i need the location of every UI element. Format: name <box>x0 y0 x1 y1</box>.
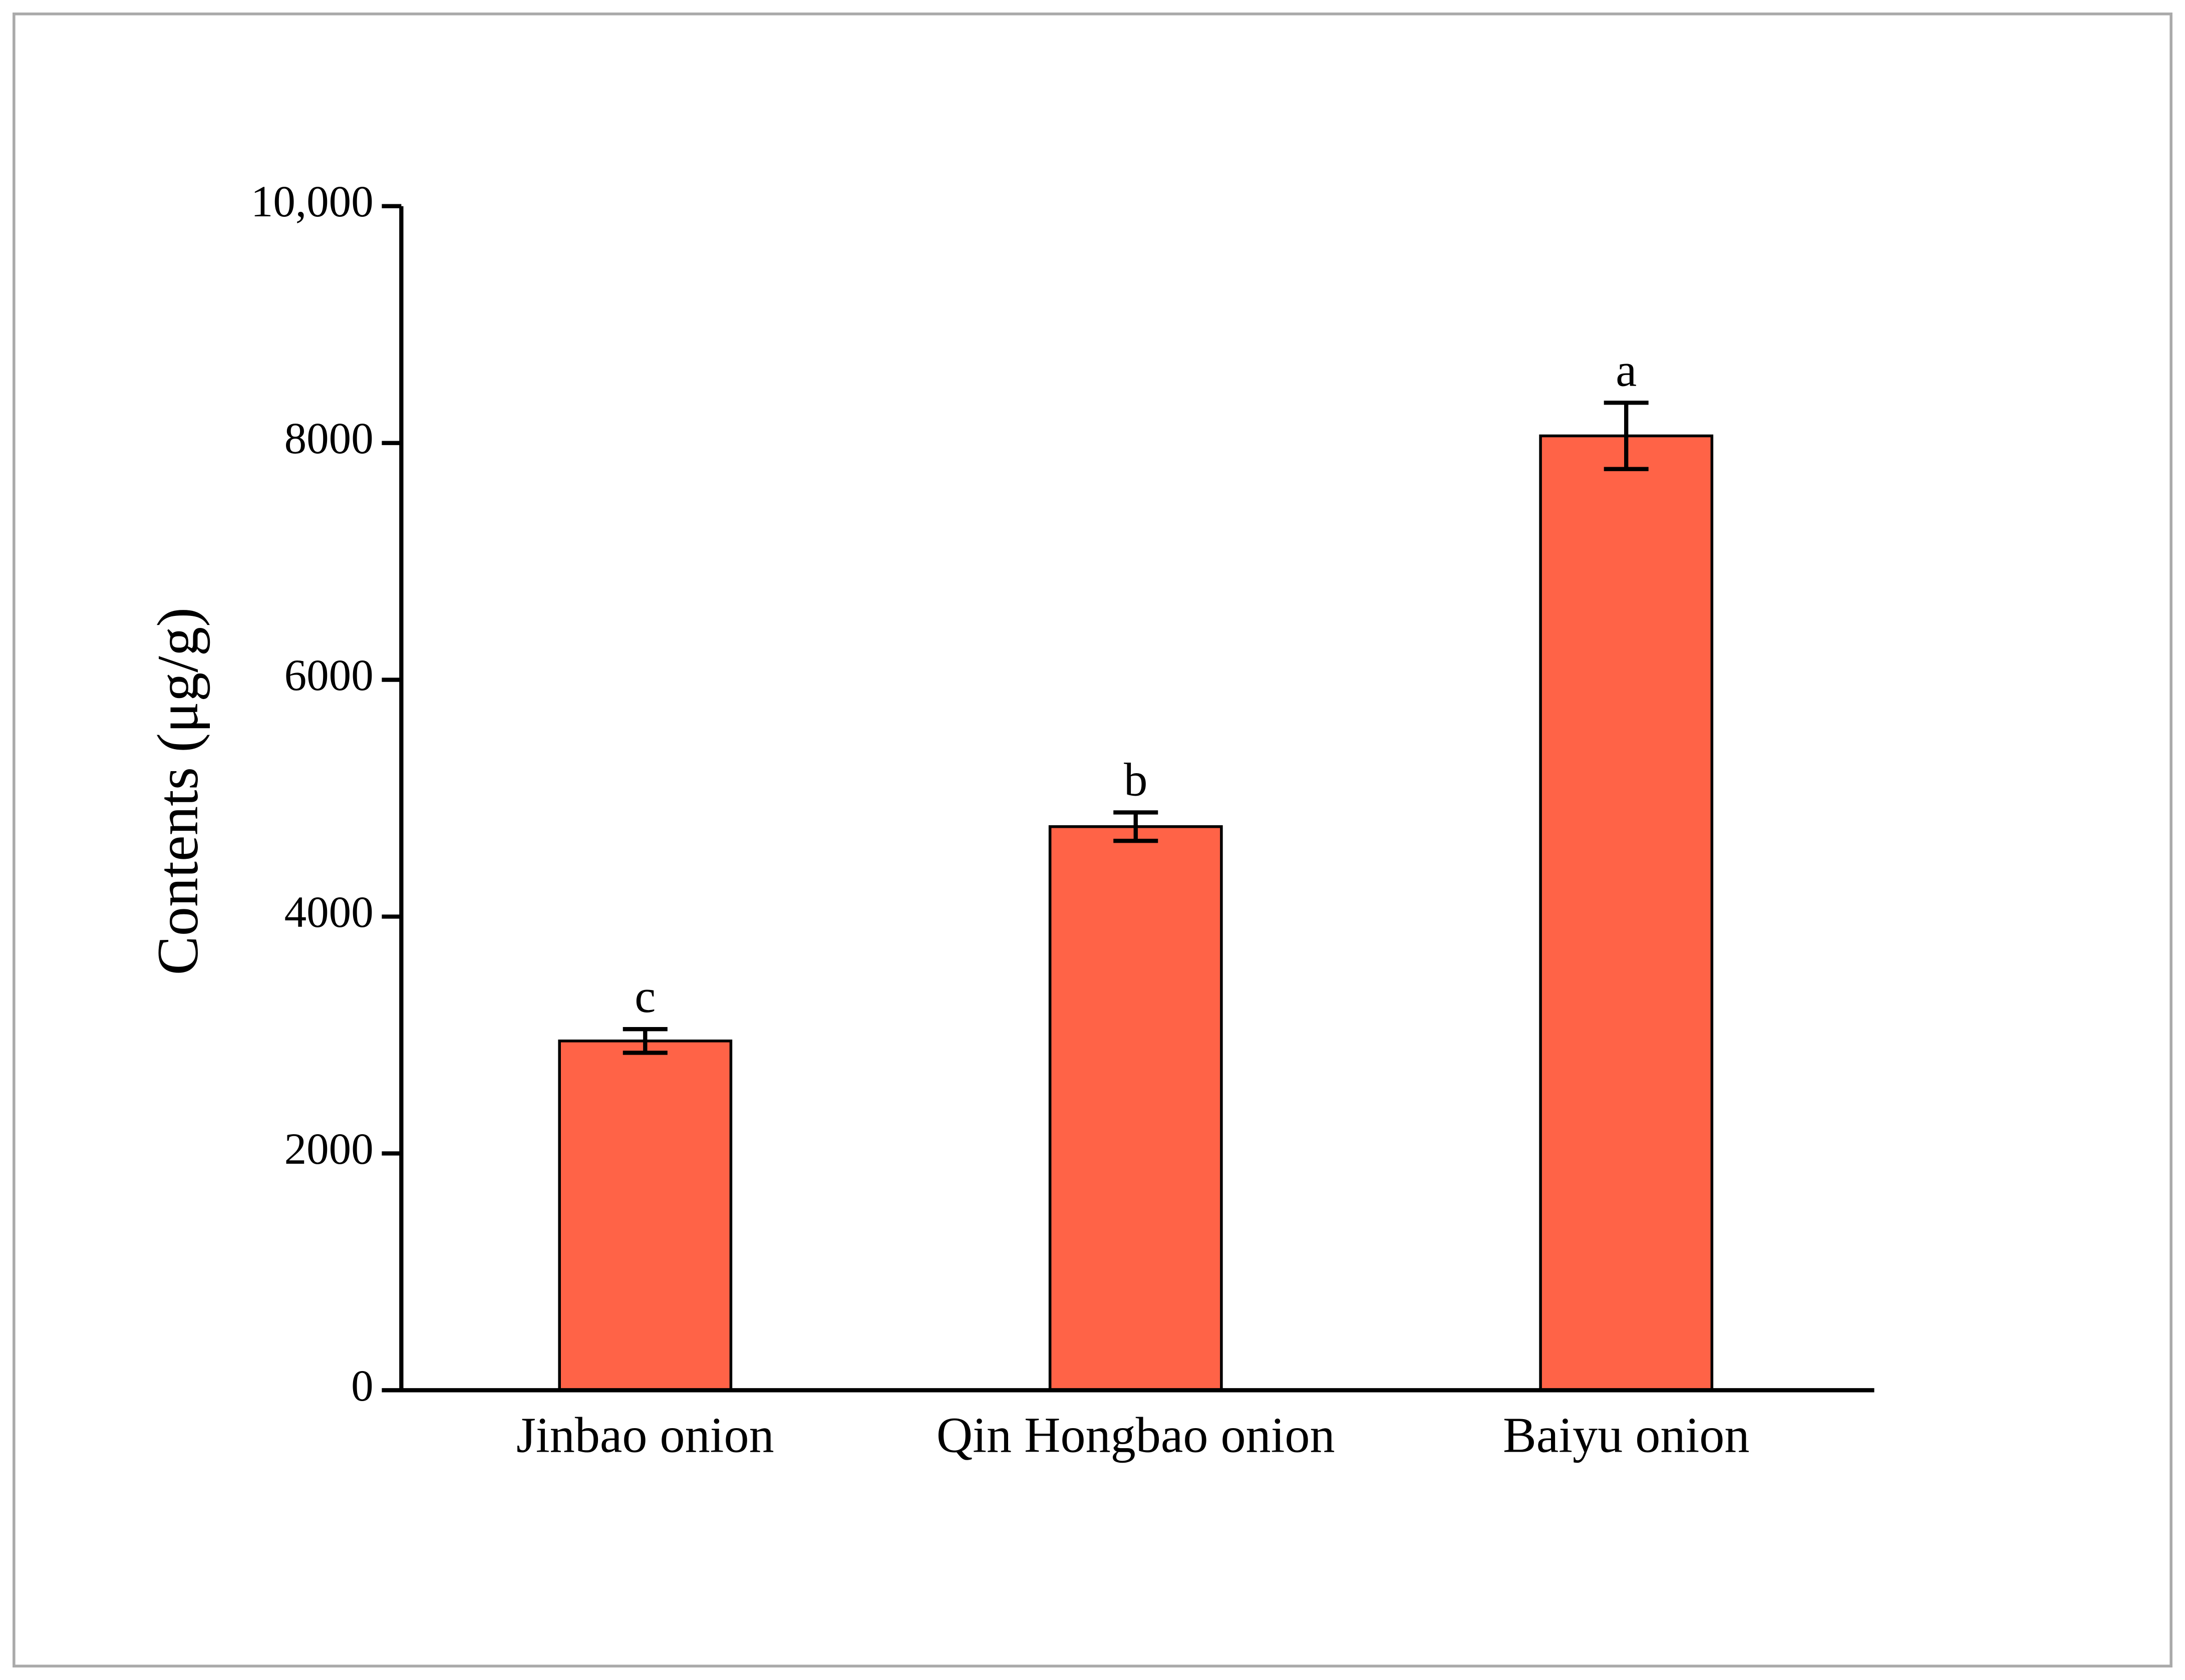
y-tick-label: 6000 <box>284 651 374 700</box>
error-bar <box>622 1027 668 1055</box>
y-tick-label: 10,000 <box>251 177 374 226</box>
significance-label: b <box>1124 754 1147 806</box>
y-tick-label: 8000 <box>284 414 374 463</box>
significance-label: a <box>1616 344 1637 396</box>
y-tick-label: 2000 <box>284 1125 374 1174</box>
y-tick-label: 0 <box>351 1362 374 1411</box>
bar <box>1048 825 1223 1392</box>
bar <box>1539 434 1714 1392</box>
x-tick-label: Qin Hongbao onion <box>937 1408 1335 1463</box>
y-tick-label: 4000 <box>284 888 374 937</box>
error-bar <box>1604 401 1649 471</box>
error-bar <box>1113 810 1158 843</box>
y-axis-label: Contents (μg/g) <box>146 607 210 975</box>
x-tick-label: Jinbao onion <box>516 1408 774 1463</box>
bar <box>558 1040 733 1392</box>
significance-label: c <box>635 970 656 1023</box>
x-tick-label: Baiyu onion <box>1503 1408 1749 1463</box>
